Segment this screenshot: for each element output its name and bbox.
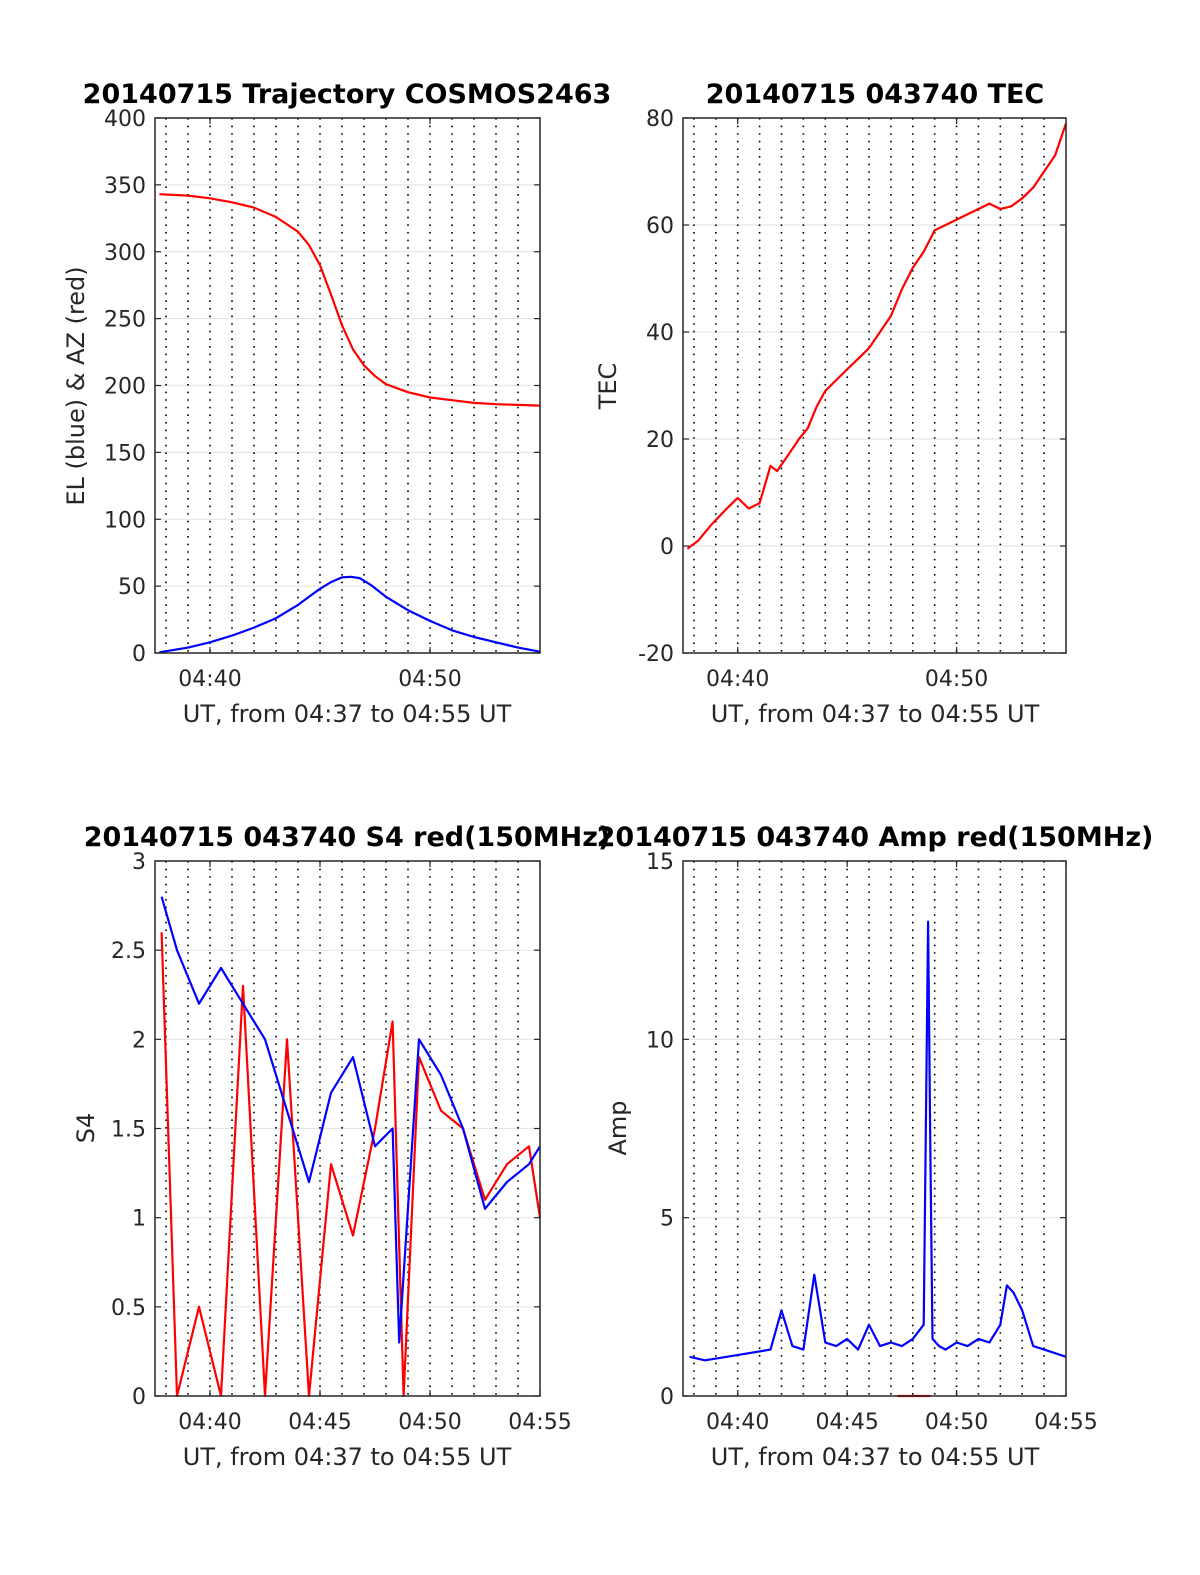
y-tick-label: 3: [132, 850, 146, 875]
y-tick-label: 20: [646, 428, 674, 453]
y-tick-label: 15: [646, 850, 674, 875]
series-red-line: [159, 193, 541, 407]
y-tick-label: 150: [104, 441, 146, 466]
y-tick-label: 1: [132, 1207, 146, 1232]
y-tick-label: 200: [104, 375, 146, 400]
x-tick-label: 04:50: [925, 1410, 988, 1435]
y-tick-label: 40: [646, 321, 674, 346]
x-tick-label: 04:55: [508, 1410, 571, 1435]
y-tick-label: 400: [104, 107, 146, 132]
axes-box: [682, 117, 1067, 654]
x-tick-label: 04:50: [398, 1410, 461, 1435]
x-axis-label: UT, from 04:37 to 04:55 UT: [711, 700, 1040, 728]
y-axis-label: EL (blue) & AZ (red): [62, 266, 90, 505]
panel-amp: 0 5 10 15 04:40 04:45 04:50 04:55 20140715 0437…: [597, 822, 1154, 1471]
y-tick-label: 100: [104, 508, 146, 533]
x-tick-label: 04:45: [815, 1410, 878, 1435]
y-tick-label: 350: [104, 174, 146, 199]
y-tick-label: 1.5: [111, 1118, 146, 1143]
x-tick-label: 04:40: [706, 667, 769, 692]
x-tick-label: 04:50: [925, 667, 988, 692]
y-tick-label: -20: [638, 642, 674, 667]
y-tick-label: 60: [646, 214, 674, 239]
chart-title: 20140715 043740 Amp red(150MHz): [597, 822, 1154, 853]
series-red-line: [160, 932, 542, 1398]
x-tick-label: 04:40: [706, 1410, 769, 1435]
series-blue-line: [160, 896, 541, 1344]
y-tick-label: 250: [104, 308, 146, 333]
y-axis-label: Amp: [604, 1100, 632, 1155]
y-tick-label: 0: [660, 1385, 674, 1410]
x-tick-label: 04:55: [1034, 1410, 1097, 1435]
y-tick-label: 10: [646, 1028, 674, 1053]
chart-title: 20140715 Trajectory COSMOS2463: [83, 79, 612, 110]
y-tick-label: 2.5: [111, 939, 146, 964]
y-axis-label: S4: [72, 1113, 100, 1144]
panel-tec: -20 0 20 40 60 80 04:40 04:50 20140715 043740 T…: [594, 79, 1068, 728]
chart-title: 20140715 043740 TEC: [706, 79, 1045, 110]
series-red-line: [686, 123, 1068, 550]
y-tick-label: 50: [118, 575, 146, 600]
series-blue-line: [159, 575, 541, 654]
axes-box: [682, 860, 1067, 1397]
y-tick-label: 300: [104, 241, 146, 266]
panel-s4: 0 0.5 1 1.5 2 2.5 3 04:40 04:45 04:50 04:55 201407…: [72, 822, 610, 1471]
y-tick-label: 0.5: [111, 1296, 146, 1321]
chart-title: 20140715 043740 S4 red(150MHz): [84, 822, 611, 853]
y-tick-label: 0: [132, 642, 146, 667]
x-axis-label: UT, from 04:37 to 04:55 UT: [183, 700, 512, 728]
x-axis-label: UT, from 04:37 to 04:55 UT: [711, 1443, 1040, 1471]
y-tick-label: 5: [660, 1207, 674, 1232]
x-tick-label: 04:40: [178, 667, 241, 692]
y-tick-label: 0: [132, 1385, 146, 1410]
x-tick-label: 04:40: [178, 1410, 241, 1435]
y-axis-label: TEC: [594, 363, 622, 411]
panel-trajectory: 0 50 100 150 200 250 300 350 400 04:40 04:50 20140…: [62, 79, 611, 728]
y-tick-label: 2: [132, 1028, 146, 1053]
x-axis-label: UT, from 04:37 to 04:55 UT: [183, 1443, 512, 1471]
y-tick-label: 80: [646, 107, 674, 132]
x-tick-label: 04:50: [398, 667, 461, 692]
series-blue-line: [689, 920, 1067, 1362]
y-tick-label: 0: [660, 535, 674, 560]
x-tick-label: 04:45: [288, 1410, 351, 1435]
